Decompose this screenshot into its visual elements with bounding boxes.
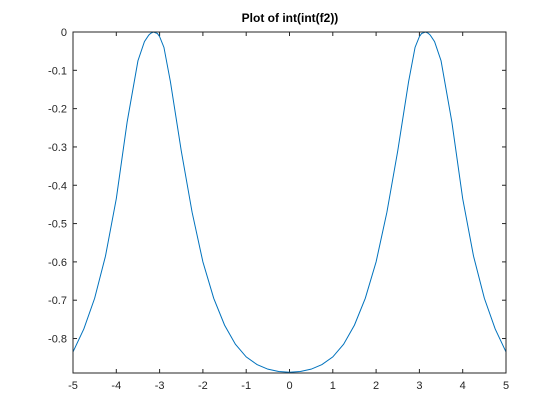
x-tick-label: -1: [241, 380, 251, 392]
axes-box: [72, 31, 507, 374]
x-tick-label: -2: [198, 380, 208, 392]
y-tick-label: -0.3: [48, 142, 67, 154]
y-tick-label: -0.2: [48, 104, 67, 116]
plot-area: [73, 32, 506, 373]
y-tick-label: -0.8: [48, 334, 67, 346]
x-tick-label: 5: [503, 380, 509, 392]
y-tick-label: -0.1: [48, 65, 67, 77]
x-tick-label: 4: [460, 380, 466, 392]
x-tick-label: 2: [373, 380, 379, 392]
axis-tick-labels: -5 -4 -3 -2 -1 0 1 2 3 4 5 0 -0.1 -0.2 -0.3 -0.4 -0.5 -0.…: [48, 27, 509, 392]
x-tick-label: 1: [330, 380, 336, 392]
y-tick-label: -0.4: [48, 180, 67, 192]
x-tick-label: -5: [68, 380, 78, 392]
x-tick-label: -3: [155, 380, 165, 392]
x-tick-label: 0: [286, 380, 292, 392]
chart-title: Plot of int(int(f2)): [242, 11, 339, 25]
y-tick-label: -0.7: [48, 295, 67, 307]
y-tick-label: 0: [61, 27, 67, 39]
series-line: [72, 31, 507, 373]
y-tick-label: -0.6: [48, 257, 67, 269]
y-tick-label: -0.5: [48, 219, 67, 231]
x-tick-label: -4: [111, 380, 121, 392]
x-tick-label: 3: [416, 380, 422, 392]
